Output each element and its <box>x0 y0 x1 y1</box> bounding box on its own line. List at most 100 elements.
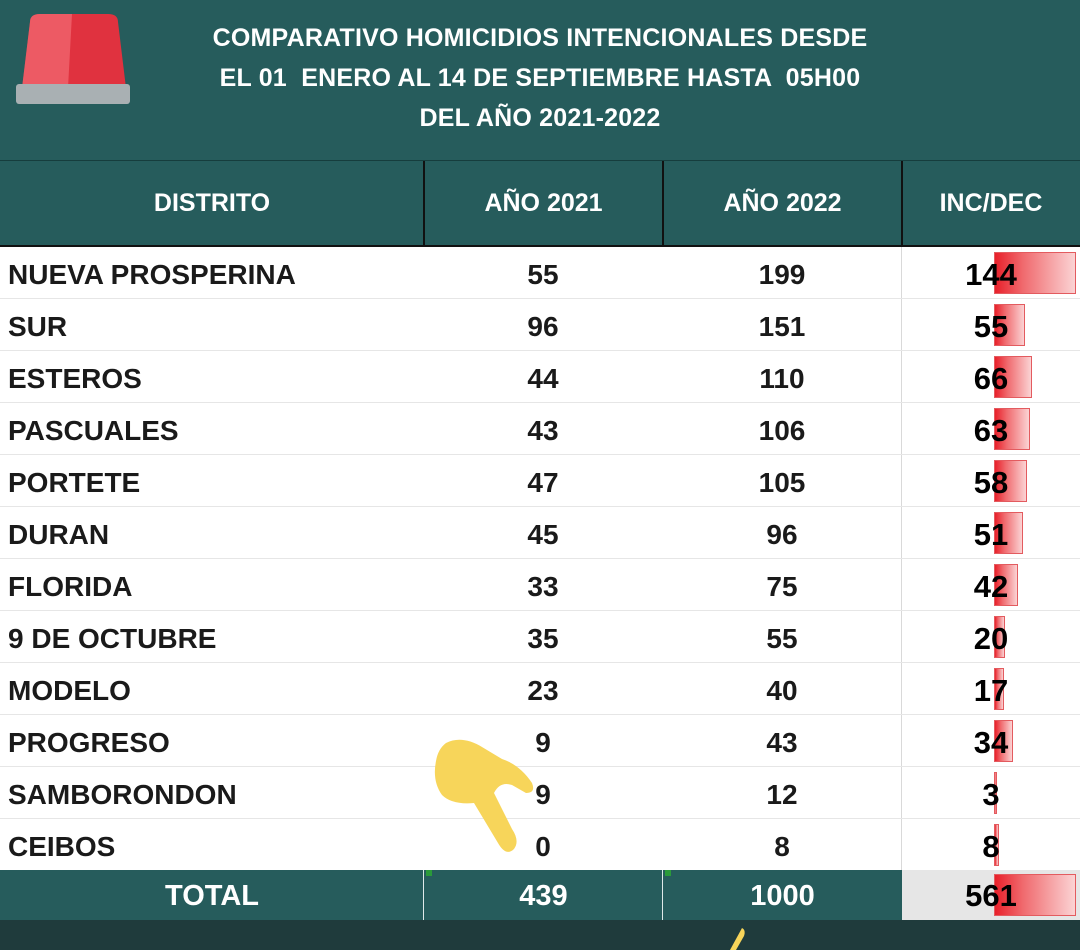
distrito-cell: CEIBOS <box>8 831 116 862</box>
total-divider <box>662 870 663 920</box>
total-row: TOTAL 439 1000 561 <box>0 870 1080 920</box>
inc-dec-value: 8 <box>982 829 1000 864</box>
table-row: 9 DE OCTUBRE 35 55 20 <box>0 611 1080 663</box>
row-gridline <box>0 350 1080 351</box>
distrito-cell: MODELO <box>8 675 131 706</box>
inc-dec-value: 63 <box>973 413 1009 448</box>
year-2021-cell: 9 <box>535 727 551 758</box>
year-2021-cell: 45 <box>527 519 559 550</box>
total-2021: 439 <box>519 880 568 912</box>
inc-dec-cell: 55 <box>902 299 1080 351</box>
distrito-cell: SAMBORONDON <box>8 779 237 810</box>
distrito-cell: 9 DE OCTUBRE <box>8 623 217 654</box>
header-inc-dec: INC/DEC <box>939 189 1043 217</box>
inc-dec-value: 58 <box>973 465 1009 500</box>
inc-dec-value: 42 <box>973 569 1009 604</box>
year-2022-cell: 8 <box>774 831 790 862</box>
title-line-1: COMPARATIVO HOMICIDIOS INTENCIONALES DES… <box>212 24 868 52</box>
title-line-3: DEL AÑO 2021-2022 <box>419 104 661 132</box>
total-label: TOTAL <box>165 880 259 912</box>
inc-dec-cell: 8 <box>902 819 1080 871</box>
inc-dec-bar <box>994 252 1076 294</box>
total-inc-cell: 561 <box>902 870 1080 920</box>
year-2022-cell: 12 <box>766 779 798 810</box>
siren-light-icon <box>16 14 130 104</box>
inc-dec-bar <box>994 668 1004 710</box>
title-line-2: EL 01 ENERO AL 14 DE SEPTIEMBRE HASTA 05… <box>219 64 861 92</box>
row-gridline <box>0 506 1080 507</box>
year-2022-cell: 199 <box>758 259 806 290</box>
table-row: SUR 96 151 55 <box>0 299 1080 351</box>
inc-dec-value: 55 <box>973 309 1009 344</box>
table-row: PASCUALES 43 106 63 <box>0 403 1080 455</box>
table-row: MODELO 23 40 17 <box>0 663 1080 715</box>
inc-dec-cell: 58 <box>902 455 1080 507</box>
inc-dec-value: 66 <box>973 361 1009 396</box>
inc-dec-cell: 17 <box>902 663 1080 715</box>
table-header-row: DISTRITO AÑO 2021 AÑO 2022 INC/DEC <box>0 161 1080 247</box>
year-2021-cell: 0 <box>535 831 551 862</box>
inc-dec-bar <box>994 512 1023 554</box>
inc-dec-value: 20 <box>973 621 1009 656</box>
inc-dec-value: 17 <box>973 673 1009 708</box>
inc-dec-cell: 3 <box>902 767 1080 819</box>
row-gridline <box>0 818 1080 819</box>
cell-marker <box>426 870 432 876</box>
year-2021-cell: 9 <box>535 779 551 810</box>
inc-dec-bar <box>994 616 1005 658</box>
distrito-cell: PORTETE <box>8 467 141 498</box>
table-row: CEIBOS 0 8 8 <box>0 819 1080 871</box>
inc-dec-cell: 144 <box>902 247 1080 299</box>
report-sheet: COMPARATIVO HOMICIDIOS INTENCIONALES DES… <box>0 0 1080 920</box>
inc-dec-cell: 34 <box>902 715 1080 767</box>
inc-dec-cell: 63 <box>902 403 1080 455</box>
row-gridline <box>0 662 1080 663</box>
year-2022-cell: 96 <box>766 519 798 550</box>
distrito-cell: SUR <box>8 311 68 342</box>
table-row: SAMBORONDON 9 12 3 <box>0 767 1080 819</box>
year-2022-cell: 43 <box>766 727 798 758</box>
header-divider <box>662 161 664 245</box>
row-gridline <box>0 454 1080 455</box>
distrito-cell: DURAN <box>8 519 110 550</box>
inc-dec-cell: 20 <box>902 611 1080 663</box>
row-gridline <box>0 558 1080 559</box>
pencil-stroke-mark <box>730 928 745 950</box>
total-inc-bar <box>994 874 1076 916</box>
year-2021-cell: 35 <box>527 623 559 654</box>
row-gridline <box>0 610 1080 611</box>
inc-dec-value: 34 <box>973 725 1009 760</box>
table-row: FLORIDA 33 75 42 <box>0 559 1080 611</box>
inc-dec-value: 51 <box>973 517 1009 552</box>
year-2022-cell: 106 <box>758 415 806 446</box>
year-2022-cell: 55 <box>766 623 798 654</box>
inc-dec-value: 3 <box>982 777 1000 812</box>
year-2022-cell: 105 <box>758 467 806 498</box>
total-divider <box>423 870 424 920</box>
year-2022-cell: 151 <box>758 311 806 342</box>
year-2022-cell: 75 <box>766 571 798 602</box>
table-row: NUEVA PROSPERINA 55 199 144 <box>0 247 1080 299</box>
year-2021-cell: 47 <box>527 467 559 498</box>
inc-dec-cell: 42 <box>902 559 1080 611</box>
year-2021-cell: 43 <box>527 415 559 446</box>
inc-dec-cell: 66 <box>902 351 1080 403</box>
distrito-cell: FLORIDA <box>8 571 133 602</box>
report-title: COMPARATIVO HOMICIDIOS INTENCIONALES DES… <box>150 18 930 138</box>
inc-dec-cell: 51 <box>902 507 1080 559</box>
inc-dec-bar <box>994 304 1025 346</box>
cell-marker <box>665 870 671 876</box>
row-gridline <box>0 298 1080 299</box>
inc-dec-bar <box>994 564 1018 606</box>
year-2022-cell: 110 <box>759 363 805 394</box>
pointing-hand-icon <box>434 739 534 852</box>
inc-dec-bar <box>994 460 1027 502</box>
distrito-cell: PROGRESO <box>8 727 170 758</box>
year-2022-cell: 40 <box>766 675 798 706</box>
inc-dec-value: 144 <box>965 257 1017 292</box>
row-gridline <box>0 714 1080 715</box>
year-2021-cell: 96 <box>527 311 559 342</box>
header-year-2021: AÑO 2021 <box>484 189 603 217</box>
header-divider <box>901 161 903 245</box>
inc-dec-bar <box>994 356 1032 398</box>
